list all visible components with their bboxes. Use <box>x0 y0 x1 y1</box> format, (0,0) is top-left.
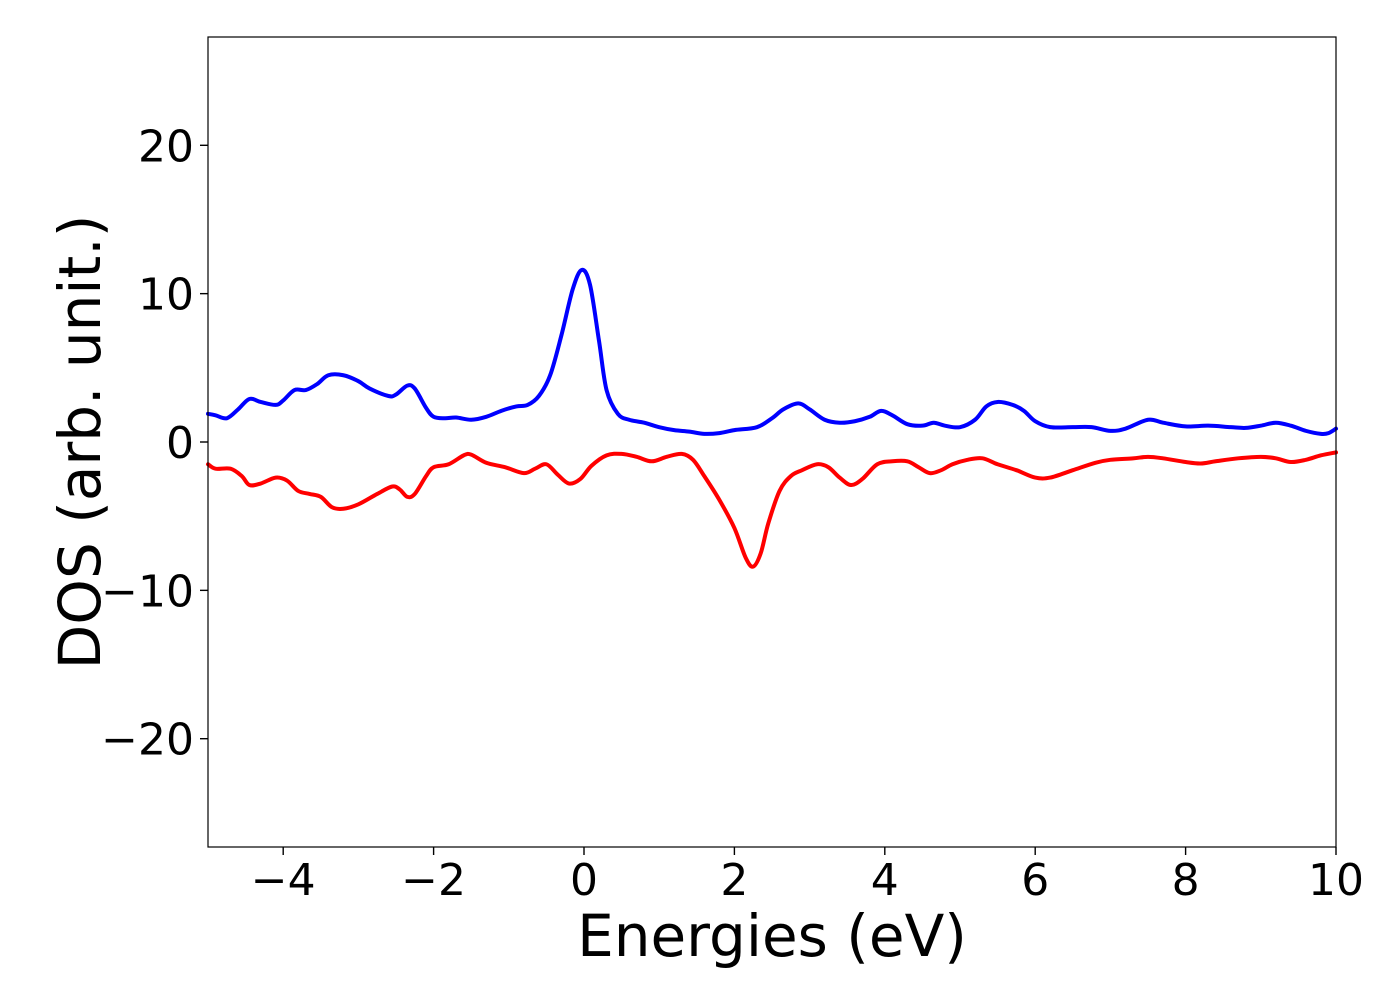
x-tick-label: 8 <box>1172 855 1200 906</box>
plot-frame <box>207 36 1337 848</box>
x-tick-label: 6 <box>1021 855 1049 906</box>
plot-lines <box>206 267 1338 569</box>
x-axis-label: Energies (eV) <box>577 902 967 970</box>
series-line-1 <box>206 267 1338 437</box>
x-tick-label: −2 <box>401 855 466 906</box>
y-tick-label: −20 <box>101 715 194 766</box>
y-axis: −20 −10 0 10 20 <box>101 121 208 766</box>
y-axis-label: DOS (arb. unit.) <box>46 215 114 670</box>
x-tick-label: 4 <box>871 855 899 906</box>
x-tick-label: 2 <box>720 855 748 906</box>
x-tick-label: 10 <box>1308 855 1364 906</box>
y-tick-label: 0 <box>166 418 194 469</box>
y-tick-label: −10 <box>101 566 194 617</box>
x-axis: −4 −2 0 2 4 6 8 10 <box>251 847 1364 906</box>
series-line-2 <box>206 450 1338 569</box>
x-tick-label: −4 <box>251 855 316 906</box>
y-tick-label: 10 <box>138 270 194 321</box>
x-tick-label: 0 <box>570 855 598 906</box>
y-tick-label: 20 <box>138 121 194 172</box>
